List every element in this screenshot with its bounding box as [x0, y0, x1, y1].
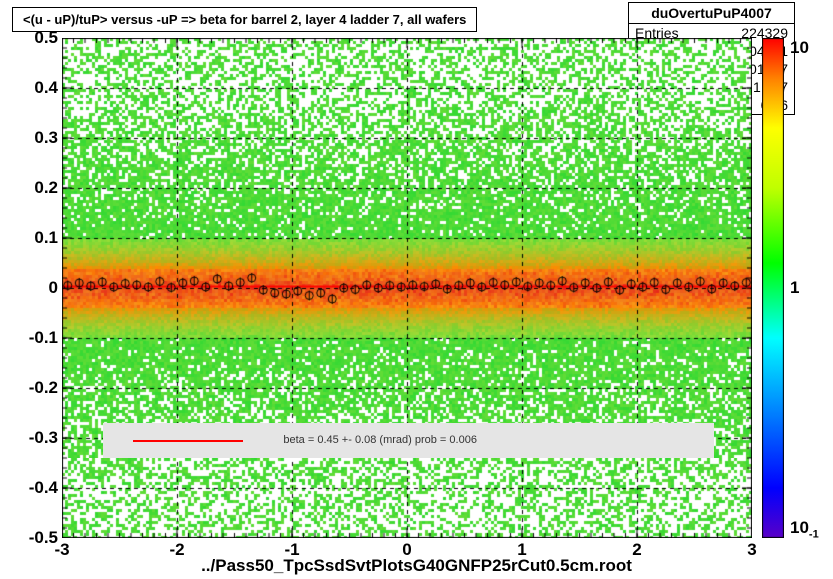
x-tick-label: -1: [277, 540, 307, 560]
y-tick-label: 0: [8, 278, 58, 298]
plot-title: <(u - uP)/tuP> versus -uP => beta for ba…: [12, 7, 477, 32]
x-tick-label: -2: [162, 540, 192, 560]
legend-text: beta = 0.45 +- 0.08 (mrad) prob = 0.006: [283, 434, 477, 446]
y-tick-label: 0.3: [8, 128, 58, 148]
colorbar-tick: 10: [790, 38, 809, 58]
y-tick-label: 0.2: [8, 178, 58, 198]
colorbar-tick: 10-1: [790, 518, 819, 540]
plot-area: [62, 38, 752, 538]
y-tick-label: -0.1: [8, 328, 58, 348]
x-tick-label: 1: [507, 540, 537, 560]
y-tick-label: -0.2: [8, 378, 58, 398]
y-tick-label: 0.4: [8, 78, 58, 98]
y-tick-label: -0.3: [8, 428, 58, 448]
x-tick-label: 2: [622, 540, 652, 560]
y-tick-label: 0.1: [8, 228, 58, 248]
y-tick-label: 0.5: [8, 28, 58, 48]
stats-name: duOvertuPuP4007: [629, 3, 794, 24]
colorbar-tick: 1: [790, 278, 799, 298]
x-tick-label: -3: [47, 540, 77, 560]
y-tick-label: -0.4: [8, 478, 58, 498]
x-tick-label: 0: [392, 540, 422, 560]
legend-line: [133, 440, 243, 442]
x-tick-label: 3: [737, 540, 767, 560]
overlay-canvas: [62, 38, 752, 538]
plot-title-text: <(u - uP)/tuP> versus -uP => beta for ba…: [23, 12, 466, 27]
colorbar: [762, 38, 784, 538]
